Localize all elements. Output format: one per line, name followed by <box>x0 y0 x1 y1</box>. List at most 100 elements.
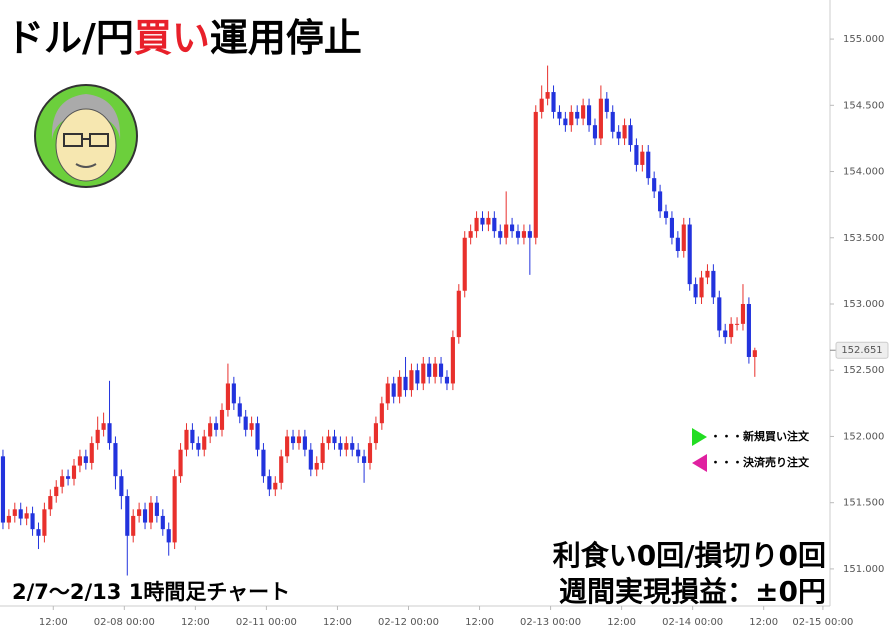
legend-marker <box>692 454 707 472</box>
candle-body <box>634 145 639 165</box>
candle-body <box>285 436 290 457</box>
candle-body <box>628 125 633 146</box>
candle-body <box>178 449 183 477</box>
candle-body <box>640 151 645 165</box>
candle-body <box>202 436 207 450</box>
legend-marker <box>692 428 707 446</box>
summary-line: 利食い0回/損切り0回 <box>553 539 826 572</box>
candle-body <box>42 509 47 536</box>
candle-body <box>66 476 71 479</box>
candle-body <box>214 423 219 430</box>
candle-body <box>610 111 615 132</box>
legend-label: ・・・新規買い注文 <box>710 429 810 443</box>
candle-body <box>693 284 698 298</box>
candle-body <box>480 217 485 225</box>
legend-label: ・・・決済売り注文 <box>710 455 810 469</box>
candle-body <box>326 436 331 444</box>
candle-body <box>314 462 319 470</box>
candle-body <box>107 423 112 444</box>
candle-body <box>196 443 201 450</box>
candle-body <box>48 496 53 510</box>
candle-body <box>273 482 278 490</box>
candle-body <box>166 529 171 543</box>
title-part: 買い <box>134 16 210 60</box>
candle-body <box>658 191 663 212</box>
candle-body <box>604 98 609 112</box>
candle-body <box>338 443 343 450</box>
candle-body <box>184 429 189 450</box>
candle-body <box>569 111 574 126</box>
candle-body <box>533 111 538 238</box>
candle-body <box>367 443 373 463</box>
candle-body <box>539 98 544 112</box>
y-tick-label: 152.500 <box>843 365 884 376</box>
candle-body <box>71 465 77 479</box>
candle-body <box>563 118 568 126</box>
candle-body <box>279 456 284 483</box>
candle-body <box>148 502 154 523</box>
candle-body <box>142 509 148 523</box>
y-tick-label: 154.000 <box>843 167 884 178</box>
candle-body <box>746 303 751 357</box>
candle-body <box>598 98 603 139</box>
candle-body <box>302 436 307 450</box>
candle-body <box>373 423 378 444</box>
candle-body <box>415 370 420 384</box>
candle-body <box>237 403 242 417</box>
candle-body <box>60 476 65 487</box>
candle-body <box>581 105 586 119</box>
candle-body <box>752 350 757 357</box>
candle-body <box>219 409 225 430</box>
candle-body <box>498 231 503 238</box>
candle-body <box>474 217 479 232</box>
candle-body <box>350 443 355 450</box>
candle-body <box>723 330 728 338</box>
last-price-box <box>835 341 889 359</box>
candle-body <box>687 224 692 285</box>
candle-body <box>675 237 680 252</box>
candle-body <box>586 105 592 126</box>
x-tick-label: 12:00 <box>749 617 778 628</box>
candle-body <box>468 231 473 238</box>
candle-body <box>510 224 515 232</box>
candle-body <box>24 513 29 519</box>
candle-body <box>54 486 59 497</box>
candle-body <box>551 92 556 112</box>
candle-body <box>249 423 254 430</box>
candle-body <box>504 224 509 238</box>
candle-body <box>83 456 88 463</box>
candle-body <box>362 456 367 463</box>
candle-body <box>515 231 521 238</box>
x-tick-label: 12:00 <box>323 617 352 628</box>
candle-body <box>154 502 159 516</box>
x-tick-label: 02-12 00:00 <box>378 617 439 628</box>
candle-body <box>101 423 106 430</box>
candle-body <box>740 303 746 324</box>
candle-body <box>403 376 408 391</box>
candle-body <box>385 383 390 404</box>
candle-body <box>527 231 532 238</box>
candle-body <box>711 270 716 298</box>
candle-body <box>652 178 657 192</box>
candle-body <box>705 270 710 278</box>
candle-body <box>243 416 248 430</box>
candle-body <box>208 423 213 437</box>
candle-body <box>462 237 467 291</box>
candle-body <box>391 383 396 397</box>
candle-body <box>521 231 527 238</box>
candle-body <box>255 423 260 450</box>
x-tick-label: 02-13 00:00 <box>520 617 581 628</box>
candle-body <box>492 217 497 232</box>
candle-body <box>131 515 136 536</box>
candle-body <box>172 476 177 543</box>
candle-body <box>717 297 722 331</box>
plot-area <box>0 65 757 576</box>
candle-body <box>421 363 426 384</box>
x-tick-label: 02-11 00:00 <box>236 617 297 628</box>
candle-body <box>456 290 461 338</box>
candle-body <box>397 376 402 397</box>
candle-body <box>6 515 11 523</box>
x-tick-label: 12:00 <box>39 617 68 628</box>
candle-body <box>231 383 236 404</box>
candle-body <box>646 151 651 179</box>
